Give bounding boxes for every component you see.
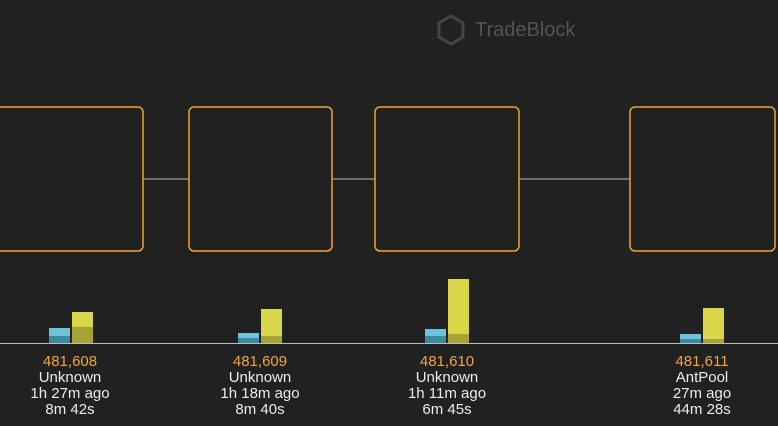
block-label: 481,611 AntPool 27m ago 44m 28s bbox=[622, 354, 778, 418]
block-miner: Unknown bbox=[38, 369, 102, 386]
block-height: 481,608 bbox=[42, 353, 98, 370]
block-miner: Unknown bbox=[228, 369, 292, 386]
block-duration: 8m 42s bbox=[45, 401, 95, 418]
block-age: 1h 11m ago bbox=[407, 385, 487, 402]
block-age: 1h 18m ago bbox=[220, 385, 300, 402]
logo-icon bbox=[437, 14, 465, 46]
logo-text: TradeBlock bbox=[475, 19, 576, 41]
block-age: 27m ago bbox=[672, 385, 732, 402]
block-duration: 44m 28s bbox=[673, 401, 731, 418]
block-age: 1h 27m ago bbox=[30, 385, 110, 402]
block-label: 481,610 Unknown 1h 11m ago 6m 45s bbox=[367, 354, 527, 418]
block-height: 481,609 bbox=[232, 353, 288, 370]
block-label: 481,609 Unknown 1h 18m ago 8m 40s bbox=[180, 354, 340, 418]
block-boxes bbox=[0, 106, 776, 252]
block-height: 481,611 bbox=[675, 353, 729, 370]
tx-bars bbox=[49, 279, 724, 343]
block-label: 481,608 Unknown 1h 27m ago 8m 42s bbox=[0, 354, 150, 418]
block-duration: 6m 45s bbox=[422, 401, 472, 418]
block-height: 481,610 bbox=[419, 353, 475, 370]
block-miner: AntPool bbox=[675, 369, 729, 386]
block-miner: Unknown bbox=[415, 369, 479, 386]
block-duration: 8m 40s bbox=[235, 401, 285, 418]
